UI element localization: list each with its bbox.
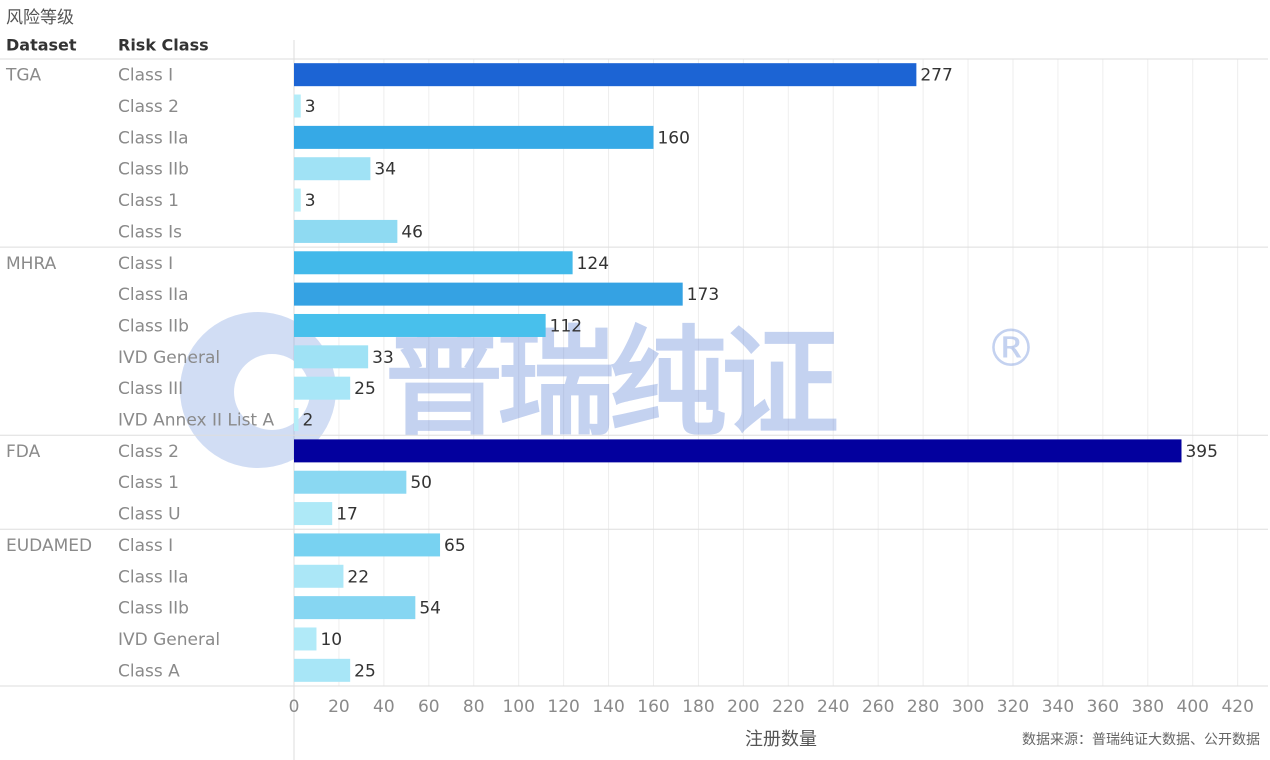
value-label: 17 xyxy=(336,505,358,525)
x-tick-label: 240 xyxy=(817,697,849,717)
x-tick-label: 200 xyxy=(727,697,759,717)
y-tick-label: Class U xyxy=(118,505,181,525)
watermark-text: 普瑞纯证 xyxy=(385,314,837,452)
value-label: 25 xyxy=(354,661,376,681)
dataset-label: EUDAMED xyxy=(6,536,92,556)
column-header: Dataset xyxy=(6,36,77,55)
y-tick-label: Class A xyxy=(118,661,180,681)
y-tick-label: Class 2 xyxy=(118,442,179,462)
bar xyxy=(294,470,407,494)
x-tick-label: 120 xyxy=(547,697,579,717)
bar xyxy=(294,157,371,181)
y-tick-label: Class IIb xyxy=(118,599,189,619)
x-tick-label: 280 xyxy=(907,697,939,717)
bar xyxy=(294,502,333,526)
bar xyxy=(294,345,369,369)
x-tick-label: 80 xyxy=(463,697,485,717)
x-tick-label: 300 xyxy=(952,697,984,717)
y-tick-label: Class IIb xyxy=(118,316,189,336)
y-tick-label: Class Is xyxy=(118,222,182,242)
value-label: 10 xyxy=(320,630,342,650)
value-label: 160 xyxy=(657,128,689,148)
y-tick-label: Class III xyxy=(118,379,183,399)
watermark-logo xyxy=(234,354,310,430)
x-tick-label: 100 xyxy=(502,697,534,717)
grid-layer xyxy=(338,59,1239,686)
bar xyxy=(294,596,416,620)
x-tick-label: 60 xyxy=(418,697,440,717)
y-tick-label: Class I xyxy=(118,254,173,274)
value-label: 25 xyxy=(354,379,376,399)
x-tick-label: 400 xyxy=(1177,697,1209,717)
value-label: 124 xyxy=(577,254,609,274)
value-label: 65 xyxy=(444,536,466,556)
bar xyxy=(294,188,301,212)
value-label: 112 xyxy=(550,316,582,336)
bar xyxy=(294,63,917,87)
value-label: 34 xyxy=(374,160,396,180)
y-tick-label: IVD Annex II List A xyxy=(118,411,274,431)
bar xyxy=(294,533,441,557)
x-tick-label: 140 xyxy=(592,697,624,717)
bar xyxy=(294,376,351,400)
y-tick-label: IVD General xyxy=(118,630,220,650)
dataset-label: TGA xyxy=(5,66,42,86)
bar xyxy=(294,94,301,118)
bar xyxy=(294,219,398,243)
x-tick-label: 260 xyxy=(862,697,894,717)
bar xyxy=(294,313,546,337)
value-label: 33 xyxy=(372,348,394,368)
value-label: 277 xyxy=(920,66,952,86)
x-tick-label: 160 xyxy=(637,697,669,717)
value-label: 173 xyxy=(687,285,719,305)
column-header: Risk Class xyxy=(118,36,209,55)
bar xyxy=(294,251,573,275)
value-label: 50 xyxy=(410,473,432,493)
x-tick-label: 220 xyxy=(772,697,804,717)
y-tick-label: Class I xyxy=(118,66,173,86)
value-label: 46 xyxy=(401,222,423,242)
x-tick-label: 420 xyxy=(1221,697,1253,717)
value-label: 22 xyxy=(347,567,369,587)
value-label: 54 xyxy=(419,599,441,619)
x-tick-label: 40 xyxy=(373,697,395,717)
bar xyxy=(294,408,299,432)
value-label: 3 xyxy=(305,97,316,117)
bar xyxy=(294,658,351,682)
x-tick-label: 180 xyxy=(682,697,714,717)
x-axis-title: 注册数量 xyxy=(745,729,817,750)
bar xyxy=(294,627,317,651)
y-tick-label: Class I xyxy=(118,536,173,556)
y-tick-label: IVD General xyxy=(118,348,220,368)
y-tick-label: Class 1 xyxy=(118,191,179,211)
y-tick-label: Class 2 xyxy=(118,97,179,117)
dataset-label: MHRA xyxy=(6,254,57,274)
bar xyxy=(294,282,683,306)
x-tick-label: 360 xyxy=(1087,697,1119,717)
x-tick-label: 20 xyxy=(328,697,350,717)
bar xyxy=(294,564,344,588)
value-label: 2 xyxy=(302,411,313,431)
x-tick-label: 0 xyxy=(289,697,300,717)
y-tick-label: Class 1 xyxy=(118,473,179,493)
watermark-text: ® xyxy=(985,319,1037,379)
y-tick-label: Class IIb xyxy=(118,160,189,180)
value-label: 3 xyxy=(305,191,316,211)
y-tick-label: Class IIa xyxy=(118,128,189,148)
y-tick-label: Class IIa xyxy=(118,285,189,305)
source-note: 数据来源：普瑞纯证大数据、公开数据 xyxy=(1022,732,1260,748)
value-label: 395 xyxy=(1185,442,1217,462)
bar xyxy=(294,439,1182,463)
x-tick-label: 340 xyxy=(1042,697,1074,717)
dataset-label: FDA xyxy=(6,442,41,462)
x-tick-label: 320 xyxy=(997,697,1029,717)
x-tick-label: 380 xyxy=(1132,697,1164,717)
y-tick-label: Class IIa xyxy=(118,567,189,587)
bar xyxy=(294,125,654,149)
color-legend-title: 风险等级 xyxy=(6,8,74,28)
